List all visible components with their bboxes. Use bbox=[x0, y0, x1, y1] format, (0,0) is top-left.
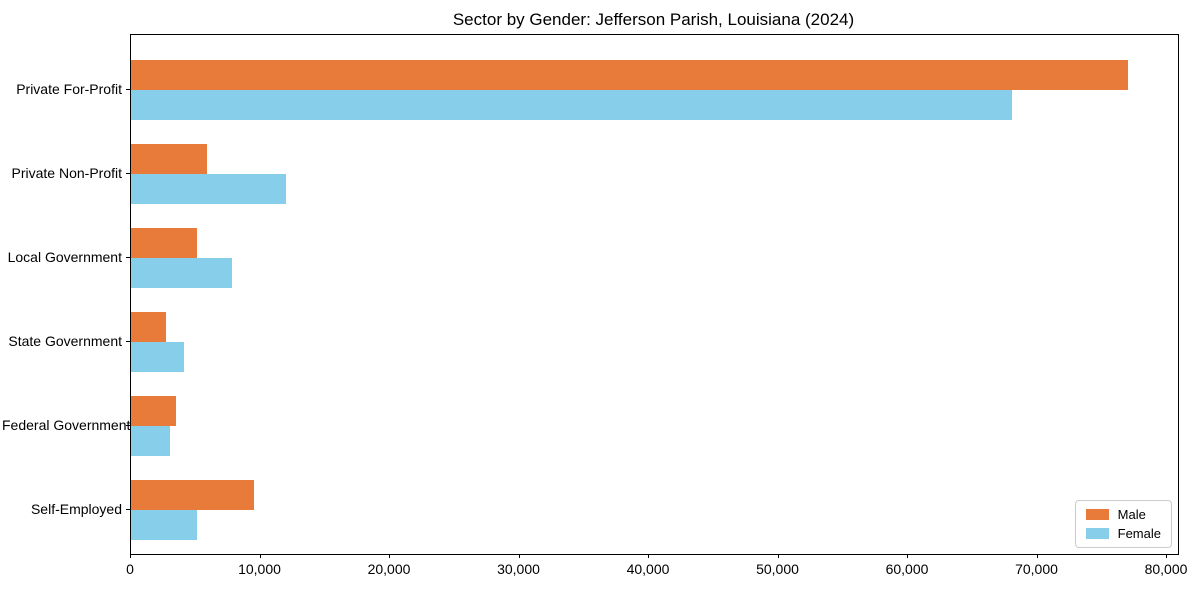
chart-title: Sector by Gender: Jefferson Parish, Loui… bbox=[452, 10, 855, 29]
y-tick-local-government bbox=[126, 256, 130, 258]
x-tick-label-80000: 80,000 bbox=[1144, 561, 1188, 577]
male-swatch-icon bbox=[1085, 509, 1109, 520]
y-tick-state-government bbox=[126, 340, 130, 342]
female-swatch-icon bbox=[1085, 528, 1109, 539]
x-tick-20000 bbox=[389, 554, 390, 558]
y-label-self-employed: Self-Employed bbox=[30, 500, 122, 517]
bar-male-local-government bbox=[131, 227, 197, 258]
bar-female-self-employed bbox=[131, 509, 197, 540]
bar-male-private-for-profit bbox=[131, 60, 1129, 90]
x-tick-80000 bbox=[1166, 554, 1167, 558]
x-tick-70000 bbox=[1036, 554, 1038, 558]
bar-female-federal-government bbox=[131, 425, 170, 456]
x-tick-label-50000: 50,000 bbox=[756, 561, 799, 577]
bar-female-private-non-profit bbox=[131, 173, 287, 204]
x-tick-label-30000: 30,000 bbox=[497, 561, 540, 577]
bar-female-state-government bbox=[131, 341, 185, 372]
bar-female-local-government bbox=[131, 257, 232, 288]
x-tick-label-40000: 40,000 bbox=[626, 561, 670, 577]
x-tick-10000 bbox=[259, 554, 261, 558]
y-label-private-non-profit: Private Non-Profit bbox=[11, 164, 122, 181]
bar-female-private-for-profit bbox=[131, 90, 1012, 120]
x-tick-label-0: 0 bbox=[126, 561, 134, 577]
legend-item-female: Female bbox=[1085, 526, 1161, 541]
x-tick-0 bbox=[130, 554, 131, 558]
bar-male-federal-government bbox=[131, 395, 177, 426]
bar-male-state-government bbox=[131, 311, 166, 342]
x-tick-40000 bbox=[648, 554, 649, 558]
legend: Male Female bbox=[1074, 500, 1172, 548]
legend-item-male: Male bbox=[1085, 507, 1161, 522]
y-tick-private-for-profit bbox=[126, 89, 130, 90]
y-label-state-government: State Government bbox=[8, 332, 122, 349]
x-tick-60000 bbox=[907, 554, 908, 558]
x-tick-50000 bbox=[777, 554, 779, 558]
plot-area: Male Female bbox=[130, 34, 1179, 555]
x-tick-label-70000: 70,000 bbox=[1015, 561, 1058, 577]
y-tick-self-employed bbox=[126, 508, 130, 510]
legend-label-male: Male bbox=[1117, 507, 1146, 522]
y-label-federal-government: Federal Government bbox=[2, 416, 131, 433]
legend-label-female: Female bbox=[1117, 526, 1161, 541]
y-tick-federal-government bbox=[126, 424, 130, 426]
y-label-local-government: Local Government bbox=[7, 248, 122, 265]
x-tick-label-60000: 60,000 bbox=[885, 561, 929, 577]
bar-male-private-non-profit bbox=[131, 143, 208, 174]
bar-male-self-employed bbox=[131, 479, 254, 510]
x-tick-label-10000: 10,000 bbox=[238, 561, 281, 577]
x-tick-label-20000: 20,000 bbox=[367, 561, 411, 577]
y-label-private-for-profit: Private For-Profit bbox=[16, 81, 122, 97]
x-tick-30000 bbox=[518, 554, 520, 558]
y-tick-private-non-profit bbox=[126, 172, 130, 174]
